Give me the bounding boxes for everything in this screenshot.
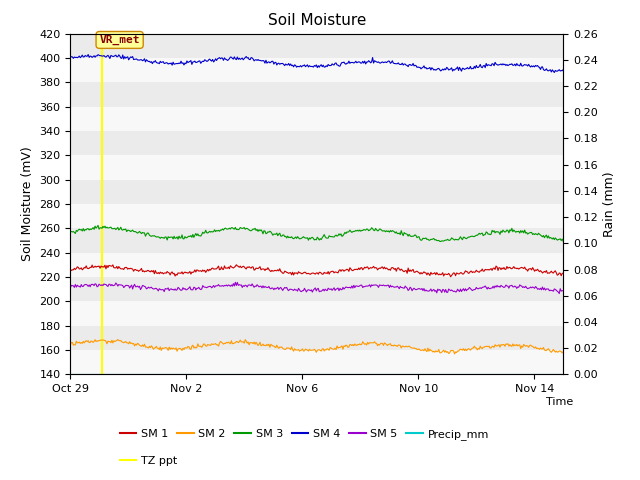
SM 2 xyxy=(67,342,74,348)
SM 1 xyxy=(305,270,312,276)
Bar xyxy=(70,156,563,180)
SM 1 xyxy=(550,270,557,276)
SM 5 xyxy=(548,288,556,293)
SM 3 xyxy=(94,223,102,228)
SM 1 xyxy=(334,270,342,276)
SM 5 xyxy=(361,284,369,289)
SM 1 xyxy=(559,270,567,276)
SM 2 xyxy=(559,349,567,355)
Bar xyxy=(70,301,563,326)
Bar xyxy=(70,58,563,82)
SM 5 xyxy=(334,285,342,291)
Precip_mm xyxy=(559,371,567,377)
SM 4 xyxy=(548,67,556,73)
SM 3 xyxy=(472,232,480,238)
SM 5 xyxy=(472,287,479,292)
Line: SM 4: SM 4 xyxy=(70,55,563,72)
Line: SM 1: SM 1 xyxy=(70,265,563,277)
SM 2 xyxy=(361,341,369,347)
Line: SM 5: SM 5 xyxy=(70,282,563,294)
SM 4 xyxy=(305,64,312,70)
SM 4 xyxy=(334,62,342,68)
SM 5 xyxy=(232,279,239,285)
Y-axis label: Rain (mm): Rain (mm) xyxy=(604,171,616,237)
SM 2 xyxy=(305,348,312,354)
SM 1 xyxy=(301,269,309,275)
SM 4 xyxy=(301,64,309,70)
SM 4 xyxy=(550,70,558,75)
SM 2 xyxy=(472,345,480,351)
Y-axis label: Soil Moisture (mV): Soil Moisture (mV) xyxy=(21,146,34,262)
SM 5 xyxy=(556,291,563,297)
SM 3 xyxy=(361,227,369,233)
SM 4 xyxy=(67,55,74,60)
SM 2 xyxy=(550,347,557,352)
SM 4 xyxy=(472,65,479,71)
SM 2 xyxy=(114,336,122,342)
SM 1 xyxy=(67,266,74,272)
Precip_mm xyxy=(303,371,311,377)
SM 3 xyxy=(437,239,445,244)
SM 3 xyxy=(550,235,557,240)
SM 5 xyxy=(301,287,309,293)
Line: SM 2: SM 2 xyxy=(70,339,563,354)
SM 5 xyxy=(305,287,312,293)
SM 1 xyxy=(472,267,480,273)
SM 4 xyxy=(361,58,369,64)
Precip_mm xyxy=(67,371,74,377)
SM 3 xyxy=(67,229,74,235)
Text: VR_met: VR_met xyxy=(99,35,140,45)
Bar xyxy=(70,107,563,131)
Precip_mm xyxy=(360,371,367,377)
SM 1 xyxy=(447,274,454,280)
SM 2 xyxy=(301,346,309,352)
Title: Soil Moisture: Soil Moisture xyxy=(268,13,366,28)
SM 4 xyxy=(84,52,92,58)
Precip_mm xyxy=(470,371,478,377)
SM 2 xyxy=(451,351,458,357)
Bar xyxy=(70,252,563,277)
Precip_mm xyxy=(333,371,341,377)
SM 3 xyxy=(305,237,312,243)
SM 5 xyxy=(67,285,74,290)
Precip_mm xyxy=(547,371,555,377)
SM 4 xyxy=(559,67,567,72)
Precip_mm xyxy=(301,371,308,377)
Bar xyxy=(70,204,563,228)
SM 1 xyxy=(361,264,369,270)
SM 3 xyxy=(559,239,567,244)
SM 5 xyxy=(559,288,567,294)
SM 2 xyxy=(334,345,342,351)
X-axis label: Time: Time xyxy=(546,397,573,407)
SM 3 xyxy=(301,235,309,241)
SM 3 xyxy=(334,233,342,239)
Legend: TZ ppt: TZ ppt xyxy=(115,452,182,470)
SM 1 xyxy=(232,262,240,268)
Line: SM 3: SM 3 xyxy=(70,226,563,241)
Bar xyxy=(70,350,563,374)
